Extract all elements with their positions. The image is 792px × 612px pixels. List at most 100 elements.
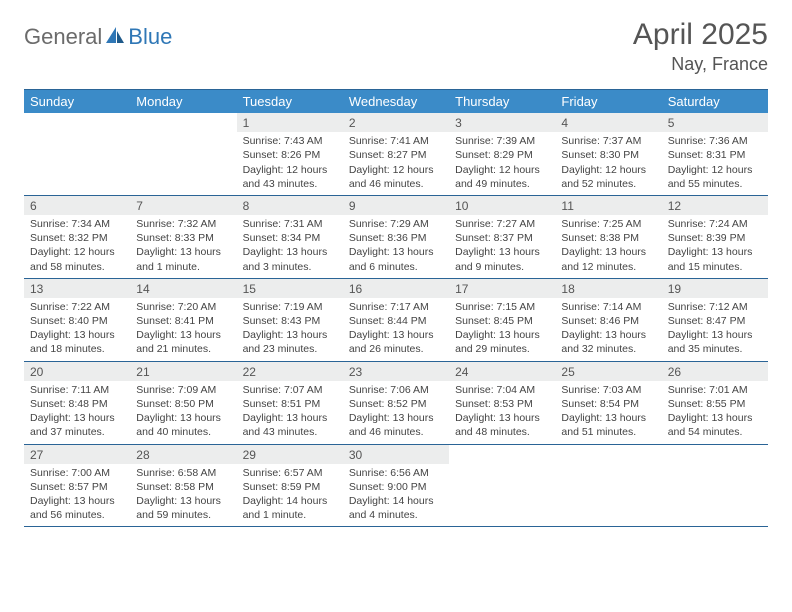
day-sunset: Sunset: 8:59 PM [243,480,337,494]
day-cell: 13Sunrise: 7:22 AMSunset: 8:40 PMDayligh… [24,279,130,361]
day-daylight: Daylight: 13 hours and 48 minutes. [455,411,549,439]
day-number: 1 [237,113,343,132]
week-row: 27Sunrise: 7:00 AMSunset: 8:57 PMDayligh… [24,445,768,528]
day-daylight: Daylight: 13 hours and 21 minutes. [136,328,230,356]
day-daylight: Daylight: 12 hours and 43 minutes. [243,163,337,191]
day-body: Sunrise: 6:58 AMSunset: 8:58 PMDaylight:… [130,464,236,527]
day-header: Monday [130,90,236,113]
location: Nay, France [633,54,768,75]
day-sunset: Sunset: 8:30 PM [561,148,655,162]
day-sunrise: Sunrise: 7:39 AM [455,134,549,148]
day-daylight: Daylight: 14 hours and 4 minutes. [349,494,443,522]
day-cell: 29Sunrise: 6:57 AMSunset: 8:59 PMDayligh… [237,445,343,527]
day-sunset: Sunset: 8:47 PM [668,314,762,328]
day-body: Sunrise: 7:36 AMSunset: 8:31 PMDaylight:… [662,132,768,195]
day-body: Sunrise: 6:57 AMSunset: 8:59 PMDaylight:… [237,464,343,527]
day-header: Tuesday [237,90,343,113]
day-sunset: Sunset: 8:58 PM [136,480,230,494]
day-sunset: Sunset: 8:40 PM [30,314,124,328]
day-number: 3 [449,113,555,132]
day-sunrise: Sunrise: 7:37 AM [561,134,655,148]
day-body: Sunrise: 7:01 AMSunset: 8:55 PMDaylight:… [662,381,768,444]
day-number: 21 [130,362,236,381]
day-daylight: Daylight: 13 hours and 23 minutes. [243,328,337,356]
day-sunset: Sunset: 8:53 PM [455,397,549,411]
day-daylight: Daylight: 12 hours and 58 minutes. [30,245,124,273]
day-cell: 17Sunrise: 7:15 AMSunset: 8:45 PMDayligh… [449,279,555,361]
day-body: Sunrise: 7:04 AMSunset: 8:53 PMDaylight:… [449,381,555,444]
day-sunrise: Sunrise: 7:20 AM [136,300,230,314]
day-sunset: Sunset: 8:54 PM [561,397,655,411]
day-sunrise: Sunrise: 7:22 AM [30,300,124,314]
day-sunrise: Sunrise: 7:41 AM [349,134,443,148]
day-daylight: Daylight: 13 hours and 32 minutes. [561,328,655,356]
day-sunset: Sunset: 8:38 PM [561,231,655,245]
day-sunrise: Sunrise: 7:17 AM [349,300,443,314]
day-body: Sunrise: 7:09 AMSunset: 8:50 PMDaylight:… [130,381,236,444]
day-number: 17 [449,279,555,298]
day-header: Sunday [24,90,130,113]
day-cell [555,445,661,527]
day-number: 2 [343,113,449,132]
day-body: Sunrise: 7:29 AMSunset: 8:36 PMDaylight:… [343,215,449,278]
day-cell: 18Sunrise: 7:14 AMSunset: 8:46 PMDayligh… [555,279,661,361]
day-body: Sunrise: 7:20 AMSunset: 8:41 PMDaylight:… [130,298,236,361]
day-daylight: Daylight: 13 hours and 12 minutes. [561,245,655,273]
day-body: Sunrise: 7:15 AMSunset: 8:45 PMDaylight:… [449,298,555,361]
day-sunrise: Sunrise: 6:58 AM [136,466,230,480]
day-number: 25 [555,362,661,381]
day-cell: 4 Sunrise: 7:37 AMSunset: 8:30 PMDaylight… [555,113,661,195]
day-number: 13 [24,279,130,298]
day-number: 23 [343,362,449,381]
day-number: 16 [343,279,449,298]
day-cell: 3Sunrise: 7:39 AMSunset: 8:29 PMDaylight… [449,113,555,195]
day-sunrise: Sunrise: 7:09 AM [136,383,230,397]
logo-text-general: General [24,24,102,50]
day-cell: 22Sunrise: 7:07 AMSunset: 8:51 PMDayligh… [237,362,343,444]
day-number: 11 [555,196,661,215]
day-daylight: Daylight: 12 hours and 52 minutes. [561,163,655,191]
day-sunset: Sunset: 8:57 PM [30,480,124,494]
day-body: Sunrise: 7:00 AMSunset: 8:57 PMDaylight:… [24,464,130,527]
day-cell: 26Sunrise: 7:01 AMSunset: 8:55 PMDayligh… [662,362,768,444]
day-sunset: Sunset: 8:55 PM [668,397,762,411]
day-number: 9 [343,196,449,215]
day-cell: 16Sunrise: 7:17 AMSunset: 8:44 PMDayligh… [343,279,449,361]
day-cell [24,113,130,195]
day-number: 7 [130,196,236,215]
day-sunrise: Sunrise: 7:32 AM [136,217,230,231]
day-number: 15 [237,279,343,298]
day-sunrise: Sunrise: 7:36 AM [668,134,762,148]
day-number: 4 [555,113,661,132]
day-daylight: Daylight: 13 hours and 46 minutes. [349,411,443,439]
day-sunrise: Sunrise: 7:03 AM [561,383,655,397]
day-number: 8 [237,196,343,215]
day-body: Sunrise: 7:34 AMSunset: 8:32 PMDaylight:… [24,215,130,278]
day-sunset: Sunset: 8:39 PM [668,231,762,245]
weeks-container: 1Sunrise: 7:43 AMSunset: 8:26 PMDaylight… [24,113,768,527]
day-sunrise: Sunrise: 7:29 AM [349,217,443,231]
day-sunset: Sunset: 8:41 PM [136,314,230,328]
day-daylight: Daylight: 13 hours and 26 minutes. [349,328,443,356]
day-sunset: Sunset: 8:27 PM [349,148,443,162]
day-daylight: Daylight: 12 hours and 46 minutes. [349,163,443,191]
day-body: Sunrise: 7:14 AMSunset: 8:46 PMDaylight:… [555,298,661,361]
day-body: Sunrise: 7:06 AMSunset: 8:52 PMDaylight:… [343,381,449,444]
day-daylight: Daylight: 12 hours and 49 minutes. [455,163,549,191]
day-daylight: Daylight: 13 hours and 56 minutes. [30,494,124,522]
logo-sail-icon [104,25,126,50]
day-cell: 30Sunrise: 6:56 AMSunset: 9:00 PMDayligh… [343,445,449,527]
day-daylight: Daylight: 13 hours and 6 minutes. [349,245,443,273]
day-body: Sunrise: 7:43 AMSunset: 8:26 PMDaylight:… [237,132,343,195]
day-number: 30 [343,445,449,464]
day-body: Sunrise: 7:32 AMSunset: 8:33 PMDaylight:… [130,215,236,278]
day-body: Sunrise: 6:56 AMSunset: 9:00 PMDaylight:… [343,464,449,527]
day-cell: 11Sunrise: 7:25 AMSunset: 8:38 PMDayligh… [555,196,661,278]
day-sunrise: Sunrise: 7:04 AM [455,383,549,397]
day-cell: 21Sunrise: 7:09 AMSunset: 8:50 PMDayligh… [130,362,236,444]
day-sunrise: Sunrise: 7:14 AM [561,300,655,314]
day-sunset: Sunset: 8:51 PM [243,397,337,411]
day-sunset: Sunset: 8:33 PM [136,231,230,245]
day-sunrise: Sunrise: 7:43 AM [243,134,337,148]
day-sunrise: Sunrise: 7:07 AM [243,383,337,397]
